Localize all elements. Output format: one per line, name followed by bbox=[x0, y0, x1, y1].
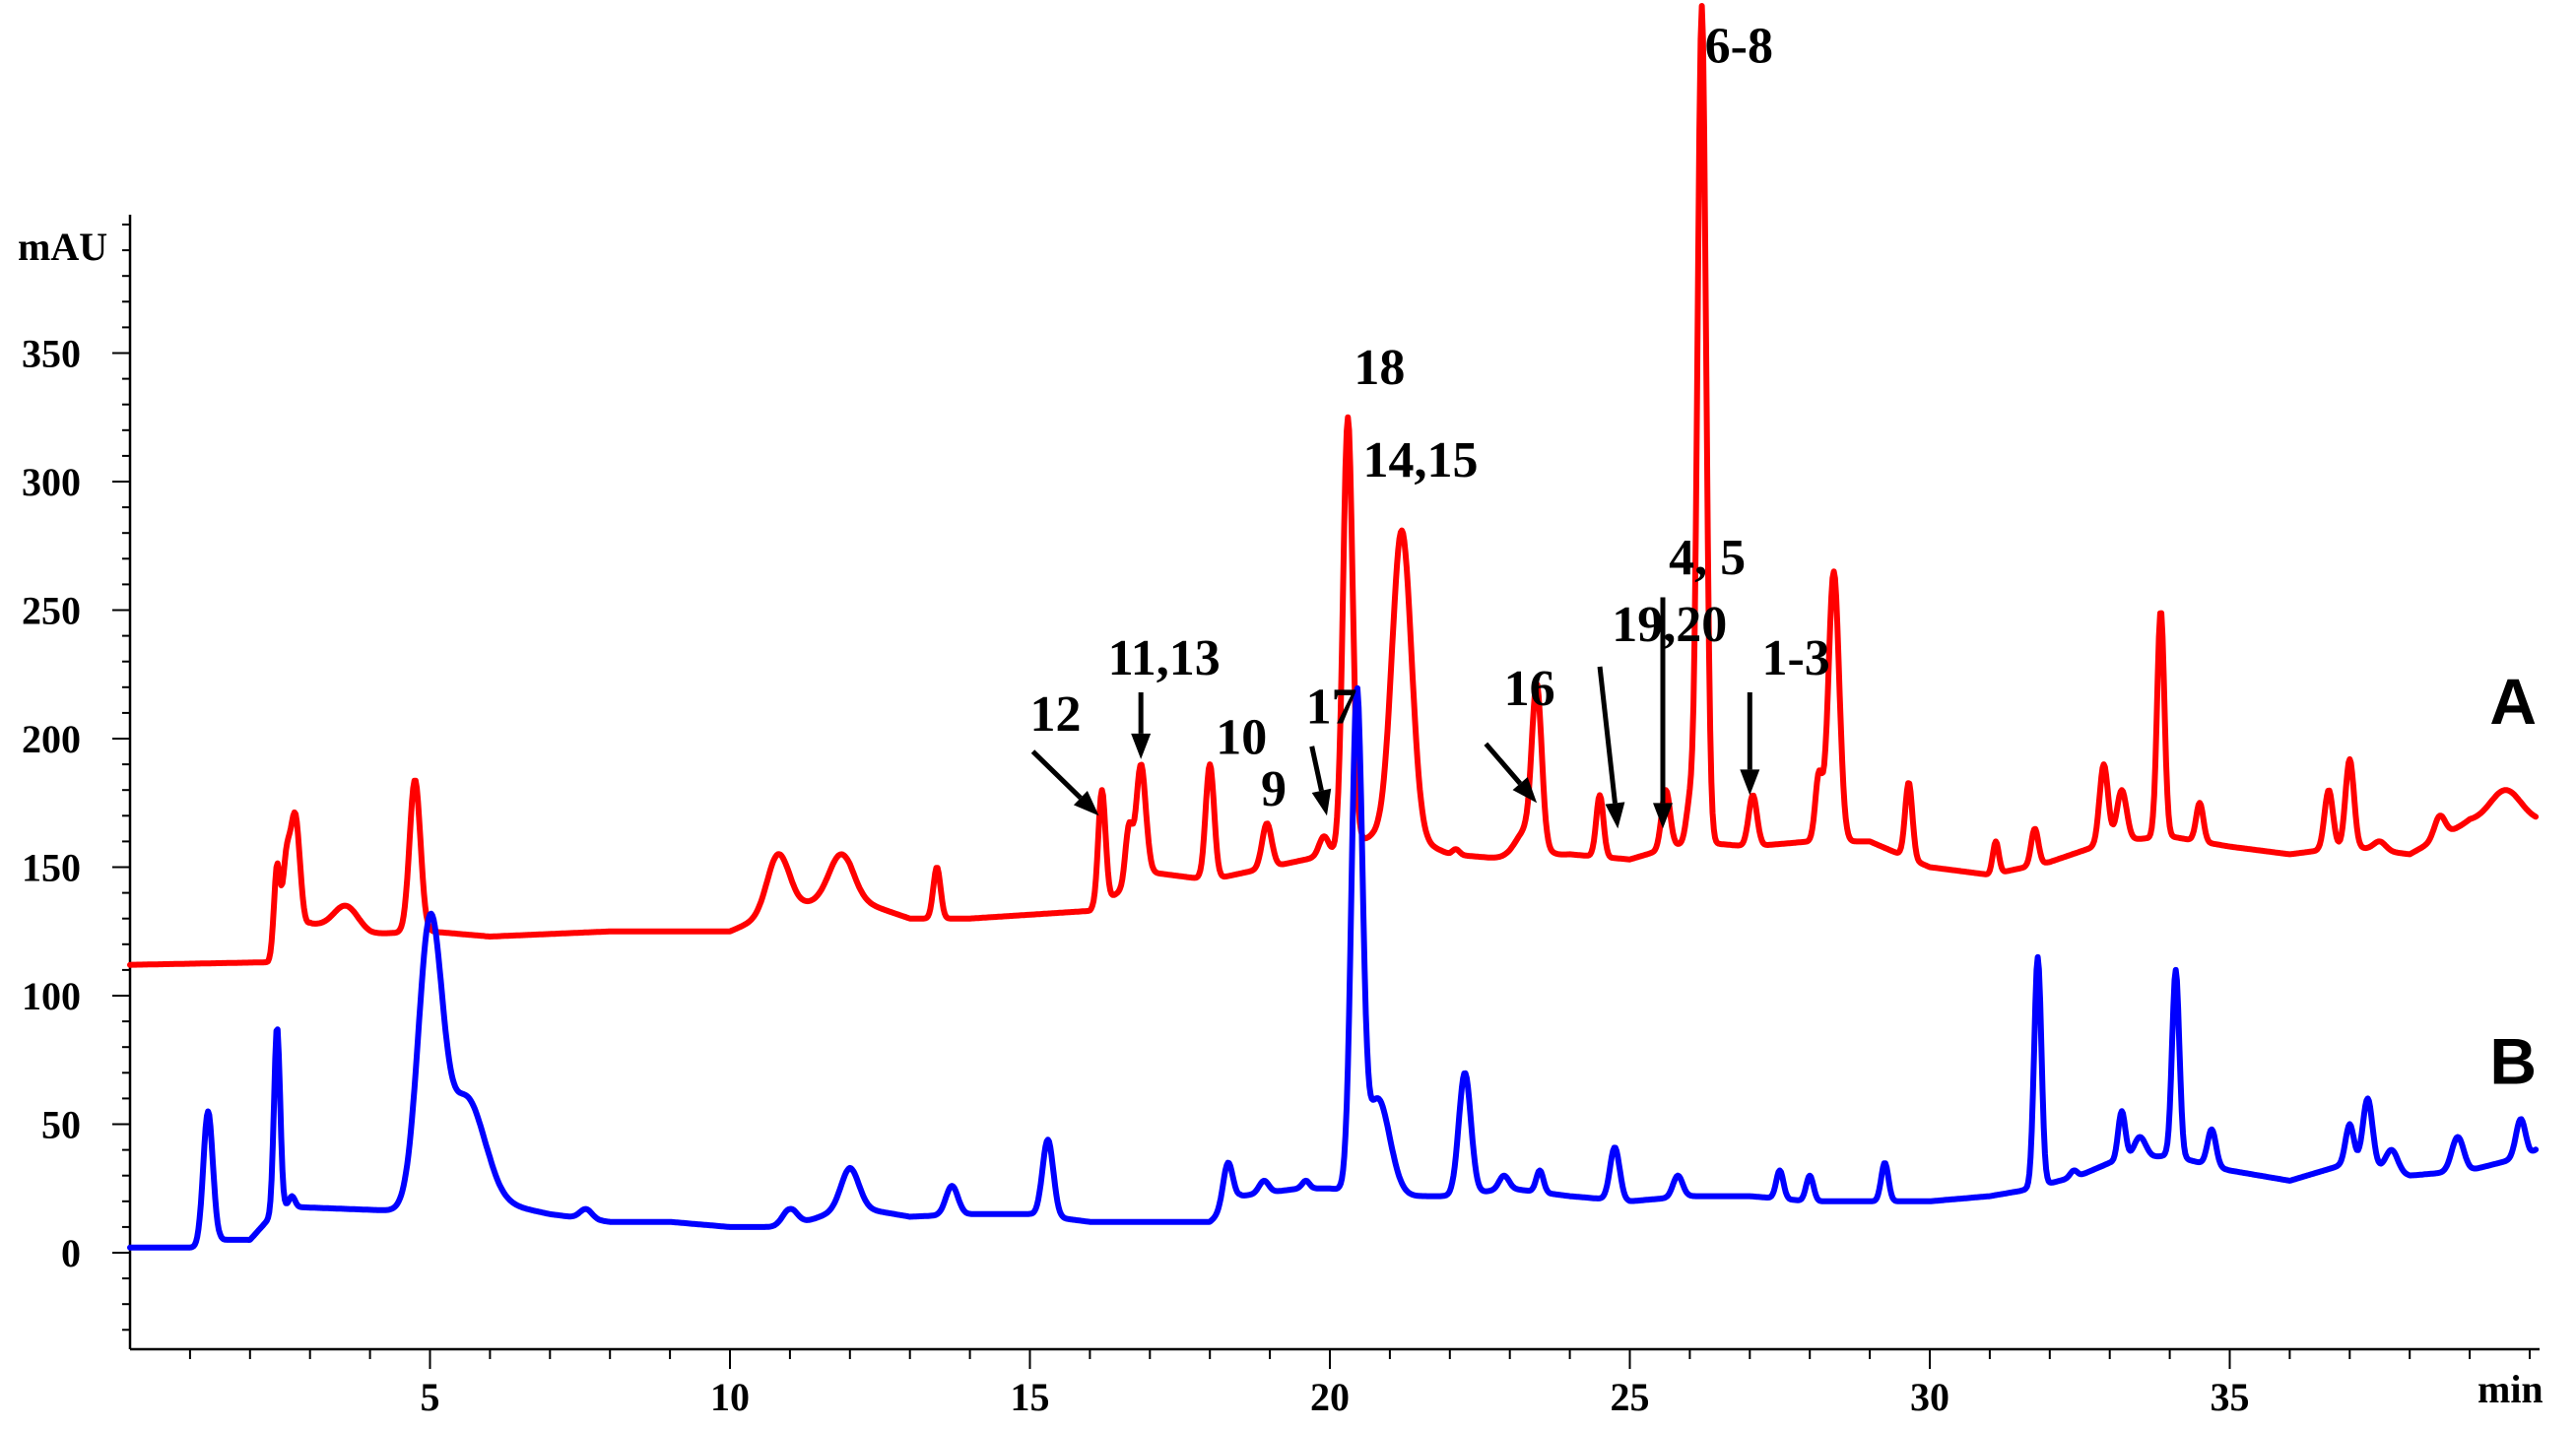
peak-label: 19,20 bbox=[1612, 597, 1727, 653]
major-ticks bbox=[112, 352, 2231, 1369]
peak-label: 16 bbox=[1504, 661, 1555, 717]
peak-label: 6-8 bbox=[1705, 19, 1773, 75]
x-tick-label: 30 bbox=[1910, 1375, 1949, 1419]
annotation-arrowhead bbox=[1512, 777, 1538, 804]
peak-label: 10 bbox=[1216, 710, 1267, 766]
annotation-arrowhead bbox=[1652, 803, 1673, 829]
y-axis-unit-label: mAU bbox=[18, 225, 107, 269]
x-tick-label: 25 bbox=[1611, 1375, 1650, 1419]
annotation-arrowhead bbox=[1073, 790, 1099, 816]
y-tick-label: 150 bbox=[22, 846, 81, 890]
y-tick-label: 100 bbox=[22, 974, 81, 1018]
annotation-arrowhead bbox=[1605, 802, 1625, 829]
annotation-arrowhead bbox=[1311, 788, 1332, 816]
y-tick-label: 250 bbox=[22, 589, 81, 633]
trace-label-a: A bbox=[2489, 665, 2537, 738]
annotation-arrow bbox=[1484, 742, 1523, 786]
x-tick-label: 20 bbox=[1310, 1375, 1350, 1419]
traces bbox=[127, 3, 2540, 1251]
axes bbox=[128, 215, 2540, 1351]
annotation-arrow bbox=[1309, 746, 1324, 792]
y-tick-label: 0 bbox=[61, 1231, 81, 1275]
peak-label: 12 bbox=[1030, 686, 1082, 743]
peak-label: 1-3 bbox=[1761, 630, 1829, 686]
annotation-arrow bbox=[1597, 666, 1618, 804]
x-tick-label: 10 bbox=[710, 1375, 750, 1419]
peak-annotations: 6-8 18 14,15 4, 5 19,20 1-3 11,13 16 10 17 12 9 bbox=[1030, 19, 1830, 829]
x-tick-label: 15 bbox=[1011, 1375, 1050, 1419]
trace-a bbox=[127, 3, 2540, 968]
trace-b bbox=[127, 684, 2540, 1251]
peak-label: 11,13 bbox=[1108, 630, 1221, 686]
x-axis-unit-label: min bbox=[2477, 1367, 2543, 1411]
trace-labels: AB bbox=[2489, 665, 2537, 1097]
peak-label: 4, 5 bbox=[1669, 530, 1746, 586]
peak-label: 17 bbox=[1306, 679, 1357, 735]
y-tick-label: 300 bbox=[22, 460, 81, 504]
y-tick-label: 200 bbox=[22, 717, 81, 761]
annotation-arrowhead bbox=[1131, 733, 1152, 759]
x-tick-label: 35 bbox=[2211, 1375, 2250, 1419]
y-tick-label: 50 bbox=[41, 1103, 81, 1147]
trace-label-b: B bbox=[2489, 1024, 2537, 1097]
y-tick-label: 350 bbox=[22, 332, 81, 376]
peak-label: 14,15 bbox=[1362, 432, 1478, 488]
x-tick-label: 5 bbox=[421, 1375, 440, 1419]
peak-label: 18 bbox=[1354, 340, 1405, 396]
annotation-arrow bbox=[1030, 749, 1083, 800]
annotation-arrowhead bbox=[1740, 769, 1760, 796]
peak-label: 9 bbox=[1261, 761, 1287, 817]
